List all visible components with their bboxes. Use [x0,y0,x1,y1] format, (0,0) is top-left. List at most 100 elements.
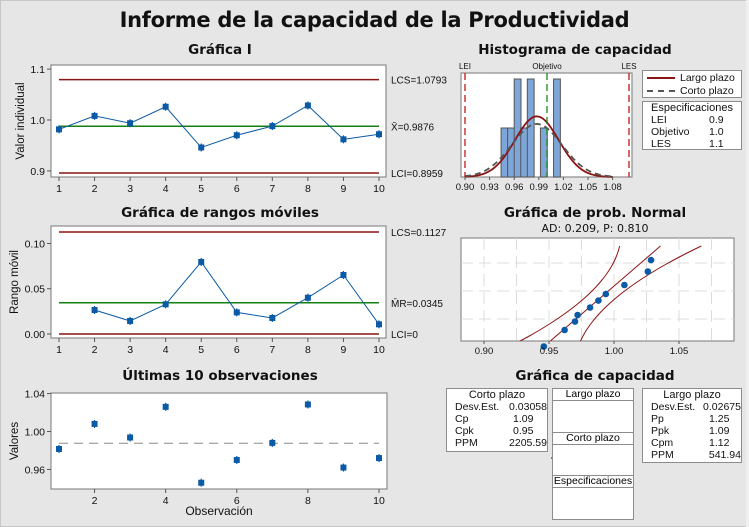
spec-limit-label: Objetivo [532,62,562,71]
window-edge [746,0,749,527]
stat-row: Cp 1.09 [447,413,547,425]
x-tick-label: 2 [92,344,98,356]
y-tick-label: 1.1 [30,64,45,76]
histogram-bar [513,78,522,178]
x-tick-label: 10 [373,344,385,356]
short-term-curve [464,123,613,178]
control-limit-label: M̄R=0.0345 [391,297,443,310]
stat-row: Pp 1.25 [643,413,741,425]
i-chart-series [58,104,380,149]
stat-key: PPM [455,437,478,449]
stat-row: PPM 2205.59 [447,437,547,449]
x-tick-label: 3 [127,344,133,356]
report-title: Informe de la capacidad de la Productivi… [119,8,630,32]
prob-point [647,256,655,264]
spec-row: Objetivo 1.0 [643,126,741,138]
y-tick-label: 0.96 [25,464,46,476]
prob-point [644,268,652,275]
histogram-bar [520,127,529,178]
stat-key: Pp [651,413,664,425]
stat-key: Cpk [455,425,474,437]
normal-prob-title: Gráfica de prob. Normal [503,205,687,221]
histogram-bar [507,127,515,178]
prob-point [595,297,602,304]
stat-row: PPM 541.94 [643,449,741,461]
x-tick-label: 9 [341,183,347,195]
prob-point [602,290,610,298]
x-tick-label: 0.90 [456,182,475,193]
histogram-legend: Largo plazo Corto plazo [642,70,742,98]
stat-key: Cp [455,413,469,425]
stat-key: Cpm [651,437,674,449]
stat-key: Ppk [651,425,670,437]
prob-point [561,326,568,334]
spec-limit-label: LEI [459,62,471,71]
ci-lower-line [579,245,702,341]
capability-intervals: Largo plazo Corto plazo Especificaciones [552,388,634,520]
histogram-bar [553,78,561,178]
x-tick-label: 6 [234,495,240,507]
prob-point [586,304,594,311]
stat-value: 541.94 [708,449,741,461]
x-tick-label: 4 [163,183,169,195]
x-tick-label: 6 [234,344,240,356]
stat-row: Cpk 0.95 [447,425,547,437]
x-tick-label: 1.02 [554,182,573,193]
y-tick-label: 1.00 [25,427,46,439]
stat-row: Desv.Est. 0.02675 [643,401,741,413]
y-tick-label: 0.9 [30,166,45,178]
x-tick-label: 7 [269,183,275,195]
y-tick-label: 0.05 [25,284,46,296]
control-limit-label: LCS=1.0793 [391,76,447,87]
stat-key: PPM [651,449,674,461]
y-axis-label: Valores [9,422,21,460]
x-tick-label: 1.05 [579,182,598,193]
x-tick-label: 1 [56,344,62,356]
specs-title: Especificaciones [651,102,733,114]
last-obs-plot-area [50,392,388,490]
y-tick-label: 1.0 [30,115,45,127]
histogram-bar [539,127,548,178]
stat-row: Cpm 1.12 [643,437,741,449]
legend-long-label: Largo plazo [680,71,735,84]
long-term-stats: Largo plazo Desv.Est. 0.02675 Pp 1.25 Ppk 1… [642,388,742,463]
mr-chart-plot-area [50,225,387,339]
stat-key: Desv.Est. [455,401,500,413]
x-tick-label: 1.00 [605,346,624,357]
normal-prob-plot-area [460,237,735,342]
x-tick-label: 1 [56,183,62,195]
x-tick-label: 7 [269,344,275,356]
spec-key: LEI [651,114,667,126]
x-tick-label: 9 [341,344,347,356]
solid-line-icon [647,76,675,79]
spec-value: 1.1 [709,138,724,150]
short-term-stats: Corto plazo Desv.Est. 0.03058 Cp 1.09 Cpk 0… [446,388,548,452]
spec-limit-label: LES [621,62,636,71]
stat-row: Ppk 1.09 [643,425,741,437]
y-axis-label: Rango móvil [9,250,21,314]
prob-point [571,318,579,325]
normal-prob-subtitle: AD: 0.209, P: 0.810 [541,222,649,235]
x-tick-label: 4 [163,344,169,356]
y-tick-label: 0.10 [25,238,46,250]
stat-row: Desv.Est. 0.03058 [447,401,547,413]
interval-header-specs: Especificaciones [553,475,633,488]
x-tick-label: 4 [163,495,169,507]
histogram-title: Histograma de capacidad [478,42,672,58]
spec-row: LEI 0.9 [643,114,741,126]
i-chart-plot-area [50,64,387,178]
y-tick-label: 1.04 [25,389,46,401]
x-tick-label: 5 [198,183,204,195]
stat-value: 1.25 [709,413,730,425]
prob-point [621,281,628,289]
long-term-title: Largo plazo [663,389,721,401]
stat-value: 0.02675 [703,401,741,413]
legend-short-term: Corto plazo [643,84,741,97]
stat-value: 1.09 [513,413,534,425]
x-tick-label: 8 [305,495,311,507]
legend-short-label: Corto plazo [680,84,734,97]
capability-plot-title: Gráfica de capacidad [515,368,675,384]
control-limit-label: LCS=0.1127 [391,228,447,239]
x-tick-label: 10 [373,183,385,195]
